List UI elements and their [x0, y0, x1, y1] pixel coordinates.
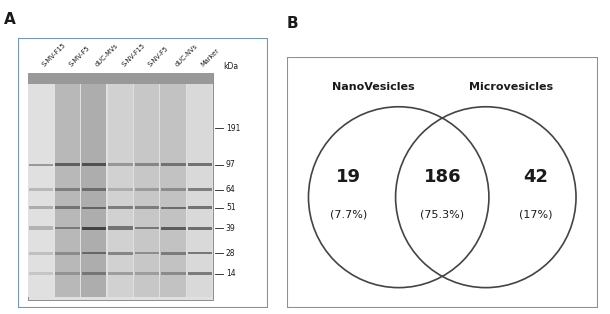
Text: 19: 19 [337, 168, 361, 186]
Bar [161, 163, 185, 166]
Bar [135, 163, 159, 166]
Bar [109, 163, 133, 166]
Bar [56, 163, 80, 166]
Bar [56, 252, 80, 255]
Text: kDa: kDa [223, 62, 239, 71]
Text: 186: 186 [423, 168, 461, 186]
Text: 42: 42 [523, 168, 548, 186]
FancyBboxPatch shape [287, 57, 598, 308]
Bar [109, 226, 133, 230]
Bar [29, 188, 54, 191]
Bar [188, 206, 212, 209]
Bar [188, 188, 212, 191]
Bar [187, 75, 212, 297]
Bar [82, 207, 106, 209]
Bar [109, 252, 133, 255]
Bar [29, 252, 54, 255]
Text: S-NV-F15: S-NV-F15 [121, 42, 146, 68]
Bar [56, 227, 80, 230]
Text: S-MV-F5: S-MV-F5 [68, 44, 91, 68]
Text: dUC-NVs: dUC-NVs [174, 43, 198, 68]
Text: 191: 191 [226, 124, 240, 133]
Bar [135, 206, 159, 209]
Bar [28, 73, 214, 300]
Text: 14: 14 [226, 269, 235, 278]
Bar [82, 272, 106, 275]
Bar [81, 75, 106, 297]
Bar [55, 75, 80, 297]
Bar [135, 227, 159, 229]
Bar [29, 226, 54, 230]
Bar [135, 188, 159, 191]
Text: NanoVesicles: NanoVesicles [332, 82, 415, 92]
Bar [135, 252, 159, 254]
Bar [82, 252, 106, 254]
Bar [82, 188, 106, 191]
Bar [107, 75, 133, 297]
Text: Microvesicles: Microvesicles [468, 82, 553, 92]
Bar [135, 272, 159, 275]
Text: (7.7%): (7.7%) [330, 210, 368, 220]
Bar [29, 164, 54, 166]
Text: 97: 97 [226, 160, 235, 169]
Bar [82, 163, 106, 166]
FancyBboxPatch shape [18, 38, 268, 308]
Bar [188, 163, 212, 166]
Bar [28, 73, 214, 84]
Text: (75.3%): (75.3%) [420, 210, 464, 220]
Text: 28: 28 [226, 249, 235, 257]
Text: (17%): (17%) [519, 210, 552, 220]
Bar [109, 272, 133, 275]
Bar [161, 207, 185, 209]
Text: 51: 51 [226, 203, 235, 212]
Text: A: A [4, 12, 16, 27]
Bar [109, 188, 133, 191]
Bar [161, 227, 185, 230]
Text: B: B [287, 16, 298, 31]
Bar [56, 206, 80, 209]
Bar [188, 227, 212, 230]
Bar [56, 272, 80, 275]
Bar [29, 207, 54, 209]
Bar [134, 75, 159, 297]
Bar [109, 206, 133, 209]
Bar [29, 272, 54, 275]
Bar [82, 227, 106, 230]
Bar [161, 252, 185, 255]
Text: Marker: Marker [200, 47, 221, 68]
Text: S-MV-F15: S-MV-F15 [41, 41, 68, 68]
Bar [28, 75, 54, 297]
Bar [56, 188, 80, 191]
Bar [188, 252, 212, 254]
Bar [188, 272, 212, 275]
Text: 39: 39 [226, 224, 235, 233]
Bar [160, 75, 185, 297]
Text: S-NV-F5: S-NV-F5 [147, 45, 170, 68]
Text: dUC-MVs: dUC-MVs [95, 42, 120, 68]
Bar [161, 272, 185, 275]
Bar [161, 188, 185, 191]
Text: 64: 64 [226, 185, 235, 194]
